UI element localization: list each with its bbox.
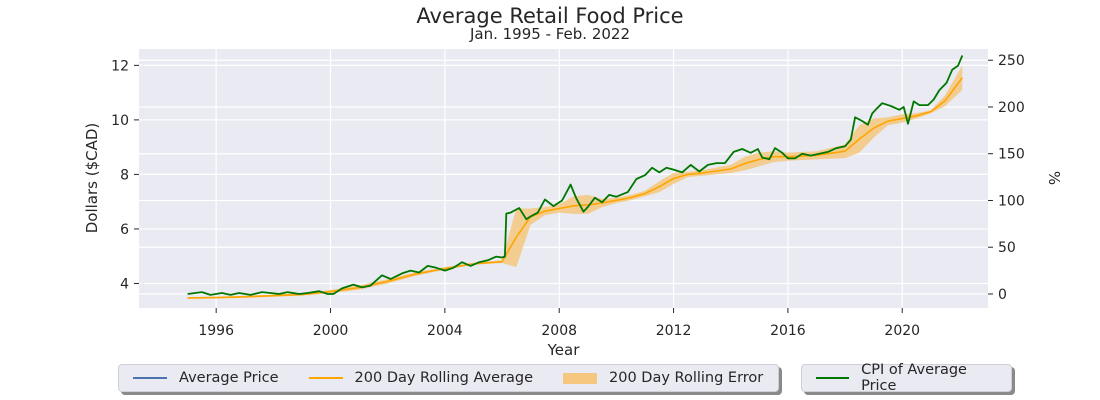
x-tick-label: 2008 bbox=[541, 323, 577, 339]
legend-main: Average Price 200 Day Rolling Average 200 … bbox=[118, 364, 779, 392]
legend-item: CPI of Average Price bbox=[802, 362, 1003, 394]
x-tick-label: 2004 bbox=[427, 323, 463, 339]
y-tick-label: 10 bbox=[111, 113, 129, 129]
y2-tick-label: 150 bbox=[998, 147, 1025, 163]
y-tick-label: 12 bbox=[111, 58, 129, 74]
y-axis-label: Dollars ($CAD) bbox=[83, 123, 101, 234]
x-tick-label: 1996 bbox=[198, 323, 234, 339]
y2-tick-label: 0 bbox=[998, 287, 1007, 303]
y2-axis-label: % bbox=[1045, 171, 1063, 185]
legend-cpi: CPI of Average Price bbox=[801, 362, 1012, 394]
y-tick-label: 4 bbox=[120, 276, 129, 292]
legend-label: 200 Day Rolling Average bbox=[354, 370, 533, 386]
y2-tick-label: 250 bbox=[998, 53, 1025, 69]
legend-label: 200 Day Rolling Error bbox=[609, 370, 764, 386]
rolling-average-line bbox=[187, 77, 963, 299]
legend-swatch bbox=[816, 377, 850, 379]
x-tick-label: 2012 bbox=[656, 323, 692, 339]
legend-swatch bbox=[563, 372, 597, 384]
series-layer bbox=[187, 55, 964, 299]
y2-tick-label: 50 bbox=[998, 240, 1016, 256]
y-tick-label: 8 bbox=[120, 167, 129, 183]
legend-label: Average Price bbox=[179, 370, 279, 386]
y-tick-label: 6 bbox=[120, 222, 129, 238]
grid-layer bbox=[139, 49, 988, 308]
cpi-line bbox=[187, 55, 964, 296]
legend-item: Average Price bbox=[119, 370, 279, 386]
x-axis-label: Year bbox=[547, 341, 581, 359]
legend-swatch bbox=[308, 377, 343, 379]
chart-subtitle: Jan. 1995 - Feb. 2022 bbox=[469, 25, 631, 43]
tick-layer: 1996 2000 2004 2008 2012 2016 2020 4 6 8 10 12 0 50 10… bbox=[111, 53, 1025, 339]
plot-area bbox=[139, 49, 988, 308]
legend-label: CPI of Average Price bbox=[861, 362, 967, 394]
x-tick-label: 2020 bbox=[884, 323, 920, 339]
x-tick-label: 2000 bbox=[313, 323, 349, 339]
y2-tick-label: 200 bbox=[998, 100, 1025, 116]
y2-tick-label: 100 bbox=[998, 193, 1025, 209]
legend-item: 200 Day Rolling Average bbox=[295, 370, 533, 386]
legend-swatch bbox=[133, 377, 167, 379]
legend-item: 200 Day Rolling Error bbox=[549, 370, 763, 386]
x-tick-label: 2016 bbox=[770, 323, 806, 339]
chart-title: Average Retail Food Price bbox=[416, 4, 684, 28]
